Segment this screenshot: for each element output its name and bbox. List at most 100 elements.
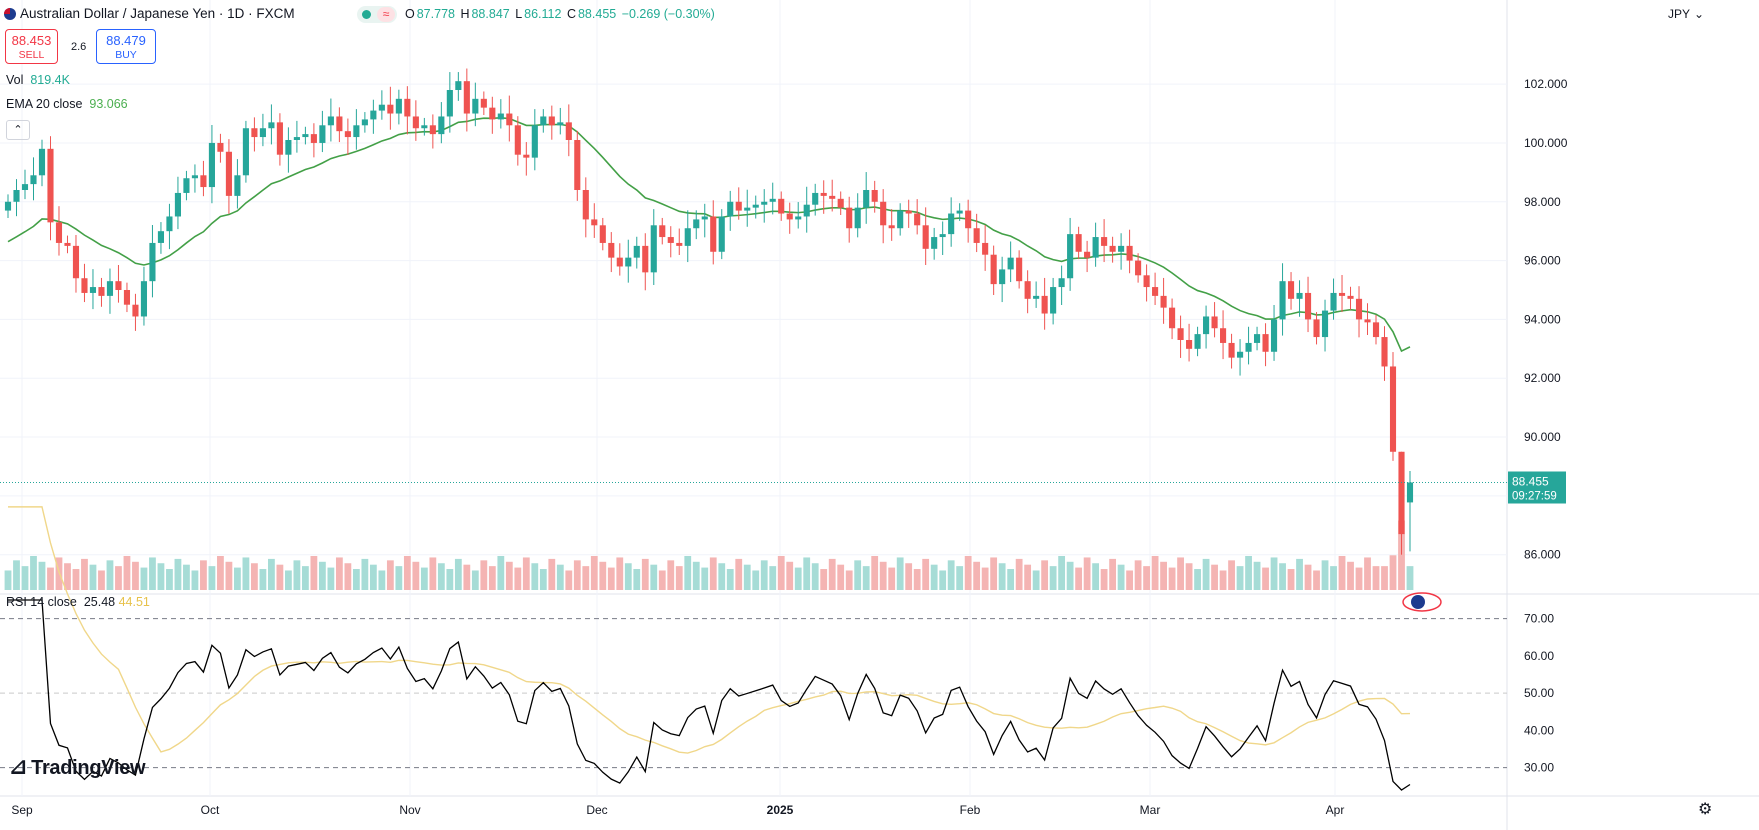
ema-legend[interactable]: EMA 20 close 93.066 (6, 97, 128, 111)
volume-bar (1398, 520, 1405, 590)
candle-body (1338, 292, 1346, 296)
volume-bar (854, 560, 862, 590)
candle (1058, 265, 1065, 305)
dot-green-icon (362, 10, 371, 19)
candle (123, 282, 131, 313)
candle-body (1101, 237, 1108, 246)
candle-body (990, 254, 997, 285)
collapse-legend-icon[interactable]: ⌃ (6, 120, 30, 140)
candle (693, 210, 700, 240)
candle (1160, 277, 1167, 324)
candle (914, 199, 921, 235)
volume-bar (1236, 566, 1244, 590)
ohlc-readout: O 87.778 H 88.847 L 86.112 C 88.455 −0.269 (… (405, 7, 717, 21)
candle-body (344, 131, 351, 138)
candle-body (1364, 319, 1371, 323)
candle-body (123, 290, 131, 305)
candle-body (1186, 340, 1193, 349)
candle-body (1313, 319, 1320, 338)
candle-body (157, 231, 165, 243)
candle-body (557, 122, 564, 126)
volume-bar (905, 563, 913, 590)
volume-bar (412, 561, 420, 590)
candle (846, 196, 853, 243)
candle-body (1304, 292, 1312, 320)
volume-bar (140, 567, 148, 590)
candle (1177, 315, 1184, 358)
candle (1381, 326, 1388, 381)
candle (293, 120, 300, 153)
volume-bar (896, 557, 904, 590)
volume-bar (268, 558, 275, 590)
candle (1253, 326, 1261, 351)
candle-body (361, 119, 368, 126)
candle-body (548, 116, 555, 126)
candle-body (38, 148, 46, 176)
candle (1050, 277, 1057, 325)
candle-body (353, 125, 360, 138)
candle-body (217, 142, 224, 152)
candle-body (684, 228, 691, 246)
candle (1169, 298, 1176, 340)
currency-selector[interactable]: JPY (1668, 7, 1704, 21)
candle-body (47, 148, 54, 223)
candle-body (1135, 260, 1142, 276)
volume-bar (344, 563, 352, 590)
candle (497, 99, 504, 129)
volume-legend[interactable]: Vol 819.4K (6, 73, 70, 87)
candle-body (642, 245, 649, 273)
candle-body (302, 134, 309, 138)
sell-button[interactable]: 88.453 SELL (5, 29, 58, 64)
price-tick-label: 94.000 (1524, 312, 1561, 326)
volume-bar (1092, 563, 1100, 590)
candle (625, 239, 632, 283)
candle (1194, 326, 1201, 357)
volume-bar (437, 563, 445, 590)
volume-bar (1015, 558, 1023, 590)
market-status-pill[interactable]: ≈ (357, 6, 397, 23)
candle-body (1287, 281, 1295, 299)
volume-bar (820, 569, 828, 590)
candle (183, 170, 190, 201)
candle (336, 107, 343, 143)
volume-bar (352, 569, 360, 590)
candle (591, 203, 598, 238)
rsi-legend[interactable]: RSI 14 close 25.48 44.51 (6, 595, 150, 609)
volume-bar (531, 563, 539, 590)
candle-body (863, 190, 870, 208)
candle (242, 120, 249, 183)
price-tick-label: 92.000 (1524, 371, 1561, 385)
candle (285, 127, 292, 173)
volume-bar (301, 566, 309, 590)
volume-bar (1126, 570, 1133, 590)
candle-body (13, 190, 20, 202)
volume-bar (1168, 567, 1176, 590)
candle (412, 100, 419, 141)
buy-button[interactable]: 88.479 BUY (96, 29, 156, 64)
candle (30, 157, 37, 201)
volume-bar (1083, 557, 1091, 590)
symbol-title[interactable]: Australian Dollar / Japanese Yen · 1D · … (20, 6, 295, 21)
volume-bar (463, 564, 471, 590)
ema-label: EMA 20 close (6, 97, 83, 111)
candle-body (30, 175, 37, 185)
volume-bar (1381, 566, 1388, 590)
volume-bar (573, 560, 581, 590)
wave-icon: ≈ (377, 7, 395, 22)
volume-bar (1109, 558, 1117, 590)
volume-bar (539, 569, 547, 590)
candle (684, 210, 691, 263)
candle-body (1041, 295, 1048, 314)
candle (718, 209, 725, 260)
candle-body (1067, 234, 1074, 279)
volume-bar (1296, 558, 1303, 590)
candle-body (693, 219, 700, 229)
candle-body (293, 137, 300, 140)
candle-body (319, 125, 326, 143)
settings-gear-icon[interactable]: ⚙ (1698, 801, 1713, 818)
close-value: 88.455 (577, 7, 617, 21)
volume-bar (251, 563, 258, 590)
candle-body (1160, 295, 1167, 308)
candle (557, 107, 564, 135)
